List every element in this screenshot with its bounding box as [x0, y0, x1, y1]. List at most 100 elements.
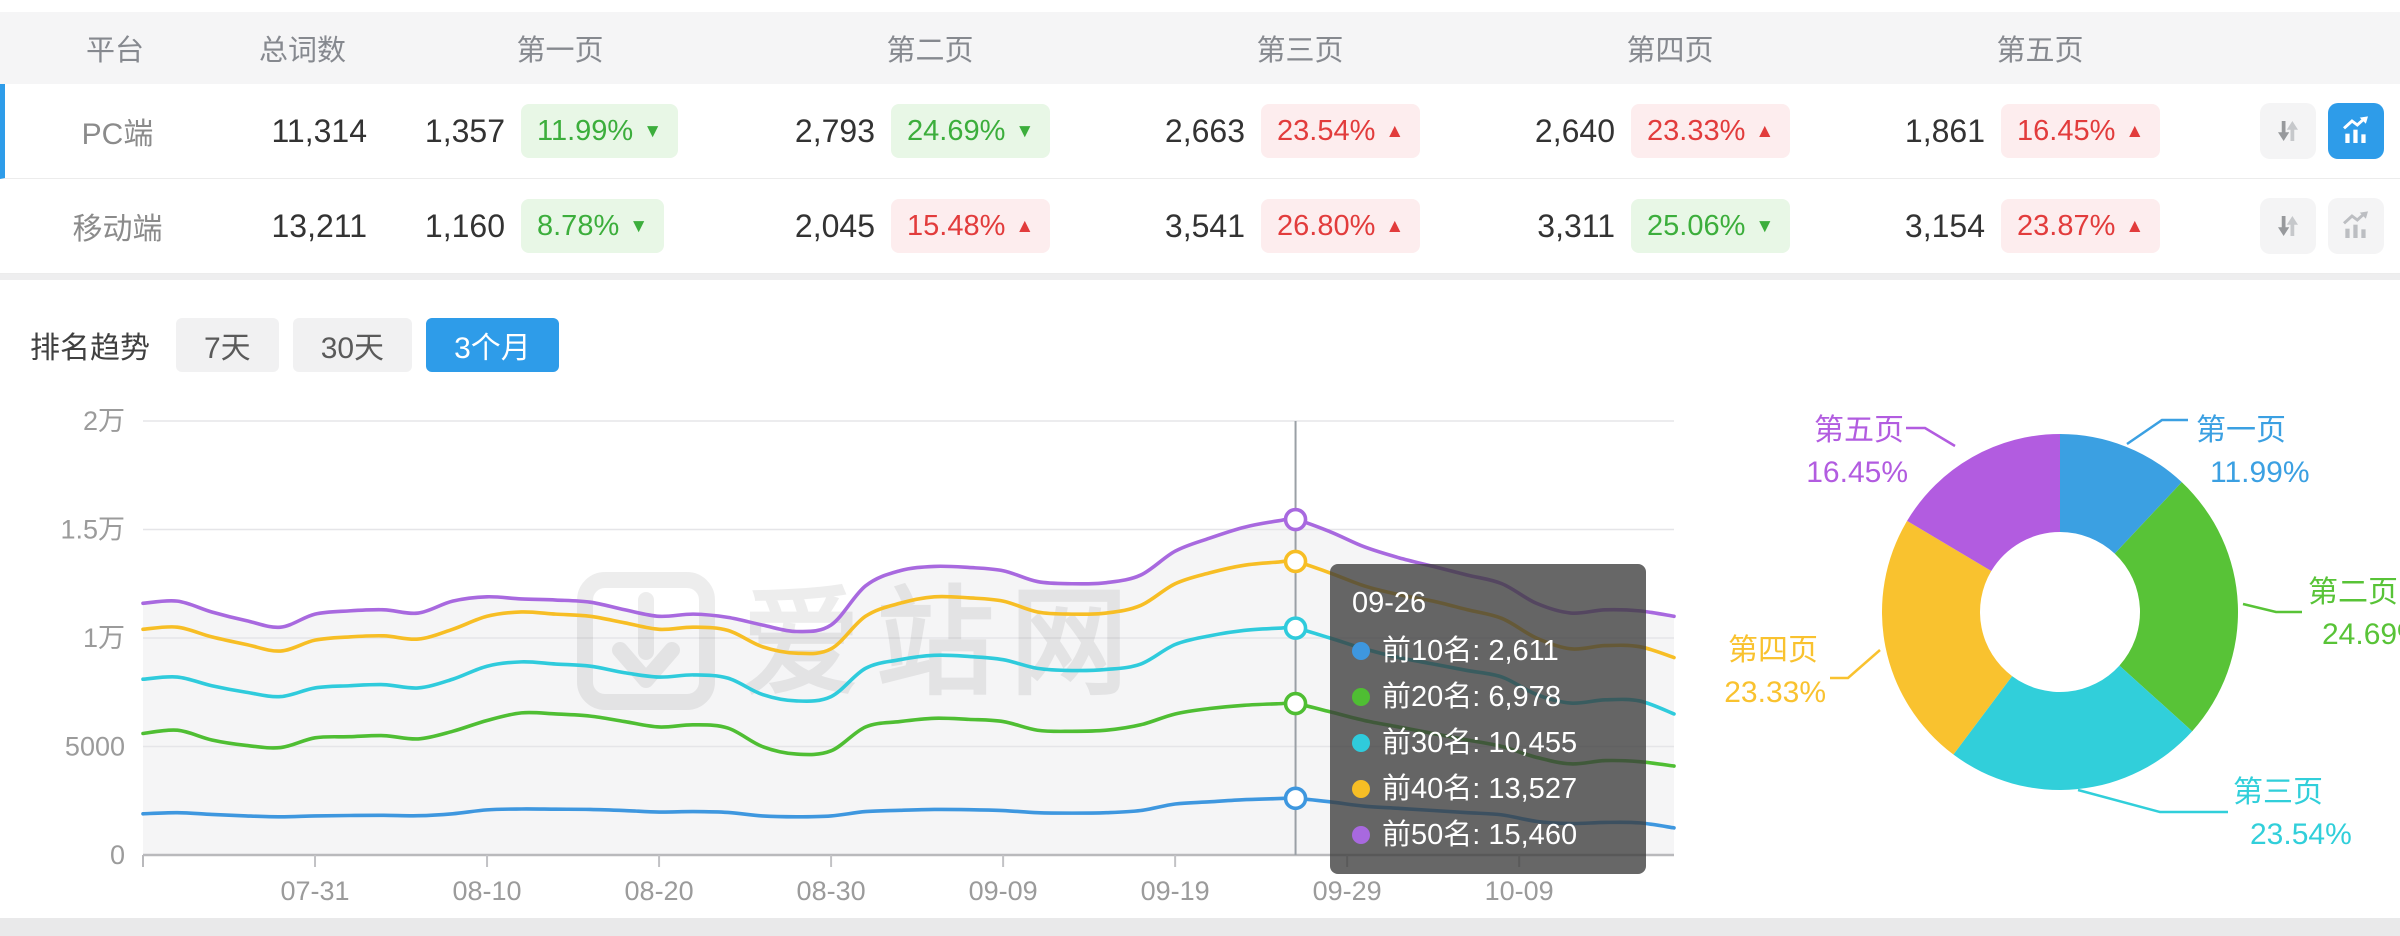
donut-slice-第一页[interactable] [2060, 434, 2182, 554]
trend-badge: 23.33% ▲ [1631, 104, 1791, 158]
col-header-page2: 第二页 [886, 35, 974, 67]
trend-chart-button[interactable] [2328, 198, 2384, 254]
watermark: 爱站网 [577, 572, 1144, 710]
donut-slice-label: 第五页 [1814, 414, 1904, 447]
series-dot-icon [1352, 642, 1370, 660]
x-tick-label: 09-29 [1313, 876, 1382, 906]
period-tab-30天[interactable]: 30天 [292, 318, 413, 372]
sort-toggle-button[interactable] [2260, 103, 2316, 159]
total-words-value: 11,314 [271, 112, 368, 149]
page-count: 2,045 [794, 207, 875, 244]
trend-line-chart[interactable]: 0 5000 1万 1.5万 2万 07-31 08-10 08-20 08-30 09-09 09… [60, 406, 1676, 906]
page-count: 2,663 [1164, 112, 1245, 149]
page-stat-group: 3,311 25.06% ▼ [1485, 199, 1855, 253]
col-header-page3: 第三页 [1256, 35, 1344, 67]
donut-slice-第五页[interactable] [1907, 434, 2060, 572]
trend-badge: 23.54% ▲ [1261, 104, 1421, 158]
chart-tooltip: 09-26 前10名: 2,611 前20名: 6,978 前30名: 10,455… [1330, 564, 1646, 874]
period-tab-7天[interactable]: 7天 [176, 318, 279, 372]
trend-badge: 16.45% ▲ [2001, 104, 2161, 158]
page-stat-group: 1,357 11.99% ▼ [375, 104, 745, 158]
donut-leader-line [2126, 418, 2188, 446]
platform-label: PC端 [81, 118, 154, 151]
trend-badge: 23.87% ▲ [2001, 199, 2161, 253]
y-tick-label: 5000 [65, 732, 125, 762]
trend-badge: 8.78% ▼ [521, 199, 665, 253]
page-count: 1,357 [424, 112, 505, 149]
tooltip-row: 前30名: 10,455 [1352, 720, 1624, 766]
page-stat-group: 2,045 15.48% ▲ [745, 199, 1115, 253]
platform-row[interactable]: 移动端 13,211 1,160 8.78% ▼ 2,045 15.48% ▲ 3,5… [0, 179, 2400, 274]
charts-canvas[interactable]: 0 5000 1万 1.5万 2万 07-31 08-10 08-20 08-30 09-09 09… [0, 12, 2400, 936]
donut-slice-第二页[interactable] [2114, 482, 2238, 732]
col-header-page1: 第一页 [516, 35, 604, 67]
highlight-marker [1283, 616, 1308, 640]
ranking-table: 平台 总词数 第一页 第二页 第三页 第四页 第五页 PC端 11,314 1,3… [0, 12, 2400, 274]
row-actions [2260, 198, 2400, 254]
y-tick-label: 0 [110, 840, 125, 870]
y-axis-labels: 0 5000 1万 1.5万 2万 [60, 406, 125, 870]
trend-badge: 25.06% ▼ [1631, 199, 1791, 253]
donut-slice-pct: 23.54% [2250, 818, 2352, 851]
donut-slice-pct: 11.99% [2210, 456, 2310, 489]
x-axis-labels: 07-31 08-10 08-20 08-30 09-09 09-19 09-29 10-09 [280, 876, 1553, 906]
x-tick-label: 08-20 [625, 876, 694, 906]
sort-arrows-icon [2278, 216, 2298, 236]
col-header-page5: 第五页 [1996, 35, 2084, 67]
trend-toolbar: 排名趋势 7天 30天 3个月 [30, 318, 2400, 372]
chart-area-fill [143, 518, 1674, 855]
page-count: 3,311 [1537, 207, 1615, 244]
trend-badge: 11.99% ▼ [521, 104, 679, 158]
x-tick-label: 10-09 [1485, 876, 1554, 906]
trend-arrow-icon: ▼ [1015, 120, 1035, 142]
donut-leader-line [1906, 426, 1956, 448]
tooltip-row: 前40名: 13,527 [1352, 766, 1624, 812]
x-tick-label: 08-10 [453, 876, 522, 906]
sort-toggle-button[interactable] [2260, 198, 2316, 254]
donut-slice-label: 第三页 [2233, 776, 2323, 809]
trend-chart-button[interactable] [2328, 103, 2384, 159]
trend-arrow-icon: ▲ [2125, 215, 2145, 237]
donut-slice-label: 第二页 [2308, 576, 2398, 609]
page-count: 1,861 [1904, 112, 1985, 149]
period-tab-3个月[interactable]: 3个月 [426, 318, 559, 372]
page-count: 2,793 [794, 112, 875, 149]
trend-arrow-icon: ▲ [2125, 120, 2145, 142]
page-count: 3,154 [1904, 207, 1985, 244]
trend-badge: 15.48% ▲ [891, 199, 1051, 253]
donut-slice-第三页[interactable] [1953, 665, 2193, 790]
tooltip-date: 09-26 [1352, 587, 1427, 619]
section-divider [0, 274, 2400, 280]
platform-row[interactable]: PC端 11,314 1,357 11.99% ▼ 2,793 24.69% ▼ 2,… [0, 84, 2400, 179]
highlight-marker [1283, 549, 1308, 574]
page-share-donut[interactable]: 第一页 11.99% 第二页 24.69% 第三页 23.54% 第四页 23.33% 第五页 1… [1724, 414, 2400, 851]
page-stat-group: 3,541 26.80% ▲ [1115, 199, 1485, 253]
page-stat-group: 3,154 23.87% ▲ [1855, 199, 2225, 253]
trend-arrow-icon: ▼ [643, 120, 663, 142]
watermark-text: 爱站网 [742, 578, 1144, 710]
trend-arrow-icon: ▲ [1015, 215, 1035, 237]
watermark-logo-icon [577, 572, 715, 710]
donut-slice-pct: 24.69% [2322, 618, 2400, 651]
page-stat-group: 1,160 8.78% ▼ [375, 199, 745, 253]
trend-arrow-icon: ▲ [1385, 215, 1405, 237]
x-tick-label: 09-19 [1141, 876, 1210, 906]
donut-slice-label: 第一页 [2196, 414, 2286, 447]
series-dot-icon [1352, 780, 1370, 798]
col-header-page4: 第四页 [1626, 35, 1714, 67]
page-count: 1,160 [424, 207, 505, 244]
donut-slice-pct: 16.45% [1806, 456, 1908, 489]
trend-arrow-icon: ▼ [629, 215, 649, 237]
donut-leader-line [2242, 602, 2302, 614]
trend-section-title: 排名趋势 [30, 332, 150, 365]
donut-leader-line [2077, 788, 2228, 814]
period-tabs: 7天 30天 3个月 [176, 318, 559, 372]
trend-arrow-icon: ▼ [1755, 215, 1775, 237]
donut-slice-第四页[interactable] [1882, 520, 2013, 755]
y-tick-label: 1万 [83, 623, 125, 653]
col-header-total-words: 总词数 [258, 35, 346, 67]
tooltip-row: 前20名: 6,978 [1352, 674, 1624, 720]
x-tick-label: 09-09 [969, 876, 1038, 906]
sort-arrows-icon [2278, 121, 2298, 141]
series-line-前50名[interactable] [141, 516, 1676, 634]
